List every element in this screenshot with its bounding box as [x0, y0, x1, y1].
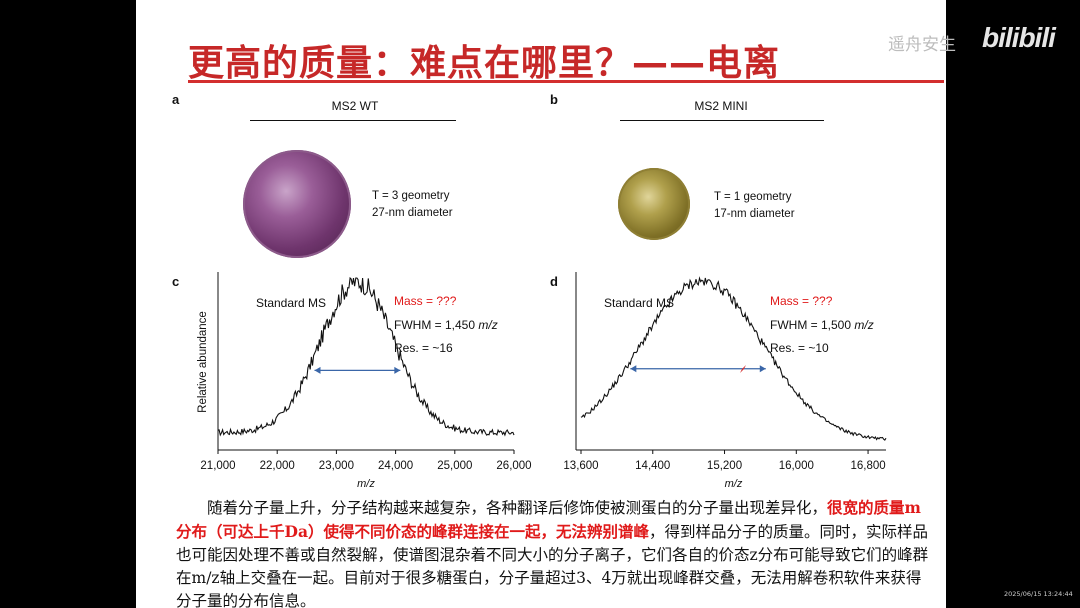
chart-d-x-tick-label: 14,400	[635, 460, 670, 472]
chart-c-x-tick-label: 25,000	[437, 460, 472, 472]
chart-c-y-axis-label: Relative abundance	[197, 311, 209, 413]
chart-d-resolution-label: Res. = ~10	[770, 341, 829, 355]
ms2-mini-virus-image	[618, 168, 690, 240]
watermark-text: 遥舟安生	[888, 35, 956, 55]
panel-a-rule	[250, 120, 456, 121]
chart-c-resolution-label: Res. = ~16	[394, 341, 453, 355]
chart-c-mass-label: Mass = ???	[394, 294, 457, 308]
slide: 更高的质量：难点在哪里？——电离 a MS2 WT T = 3 geometry…	[136, 0, 946, 608]
panel-b-rule	[620, 120, 824, 121]
body-continuation: ，得到样品分子的质量。同时，实际样品也可能因处理不善或自然裂解，使谱图混杂着不同…	[176, 523, 929, 608]
capture-timestamp: 2025/06/15 13:24:44	[1004, 590, 1073, 598]
panel-b-heading: MS2 MINI	[694, 99, 748, 113]
slide-title: 更高的质量：难点在哪里？——电离	[188, 43, 781, 84]
chart-c-fwhm-arrowhead-left	[314, 366, 321, 374]
chart-d-fwhm-arrowhead-right	[759, 365, 766, 373]
panel-a-geometry: T = 3 geometry	[372, 190, 450, 202]
chart-d-series-label: Standard MS	[604, 296, 674, 310]
panel-a-heading: MS2 WT	[331, 99, 379, 113]
chart-c-x-tick-label: 26,000	[496, 460, 531, 472]
panel-a-letter: a	[172, 92, 180, 107]
chart-d-fwhm-arrowhead-left	[630, 365, 637, 373]
body-line-1: 随着分子量上升，分子结构越来越复杂，各种翻译后修饰使被测蛋白的分子量出现差异化，	[207, 499, 828, 517]
panel-b-geometry-text: T = 1 geometry 17-nm diameter	[714, 189, 795, 223]
chart-c-fwhm-arrowhead-right	[394, 366, 401, 374]
title-underline	[188, 80, 944, 83]
panel-a-diameter: 27-nm diameter	[372, 207, 453, 219]
chart-d-spectrum-trace	[580, 276, 887, 441]
panel-b-geometry: T = 1 geometry	[714, 191, 792, 203]
chart-c-x-axis-label: m/z	[357, 478, 375, 490]
ms2-wt-virus-image	[243, 150, 351, 258]
pen-cursor-icon	[740, 365, 746, 373]
body-red-highlight: 很宽的质量m分布（可达上千Da）使得不同价态的峰群连接在一起，无法辨别谱峰	[176, 498, 921, 541]
chart-d-x-tick-label: 13,600	[563, 460, 598, 472]
chart-d-fwhm-label: FWHM = 1,500 m/z	[770, 318, 874, 332]
chart-c-x-tick-label: 22,000	[260, 460, 295, 472]
chart-d-x-tick-label: 16,800	[850, 460, 885, 472]
panel-d-letter: d	[550, 274, 558, 289]
chart-d-x-tick-label: 16,000	[779, 460, 814, 472]
chart-d-mass-label: Mass = ???	[770, 294, 833, 308]
bilibili-logo: bilibili	[982, 22, 1056, 53]
chart-c-x-tick-label: 21,000	[200, 460, 235, 472]
chart-c-spectrum-trace	[217, 276, 515, 437]
panel-b-diameter: 17-nm diameter	[714, 208, 795, 220]
chart-c-x-tick-label: 23,000	[319, 460, 354, 472]
chart-c-series-label: Standard MS	[256, 296, 326, 310]
chart-c-x-tick-label: 24,000	[378, 460, 413, 472]
panel-c-letter: c	[172, 274, 180, 289]
panel-a-geometry-text: T = 3 geometry 27-nm diameter	[372, 188, 453, 222]
mass-spectra-charts: 21,000 22,000 23,000 24,000 25,000 26,000 m/z R…	[197, 272, 887, 490]
body-paragraph: 随着分子量上升，分子结构越来越复杂，各种翻译后修饰使被测蛋白的分子量出现差异化，…	[176, 496, 936, 608]
chart-d-x-tick-label: 15,200	[707, 460, 742, 472]
panel-b-letter: b	[550, 92, 558, 107]
chart-d-x-axis-label: m/z	[725, 478, 743, 490]
chart-c-fwhm-label: FWHM = 1,450 m/z	[394, 318, 498, 332]
